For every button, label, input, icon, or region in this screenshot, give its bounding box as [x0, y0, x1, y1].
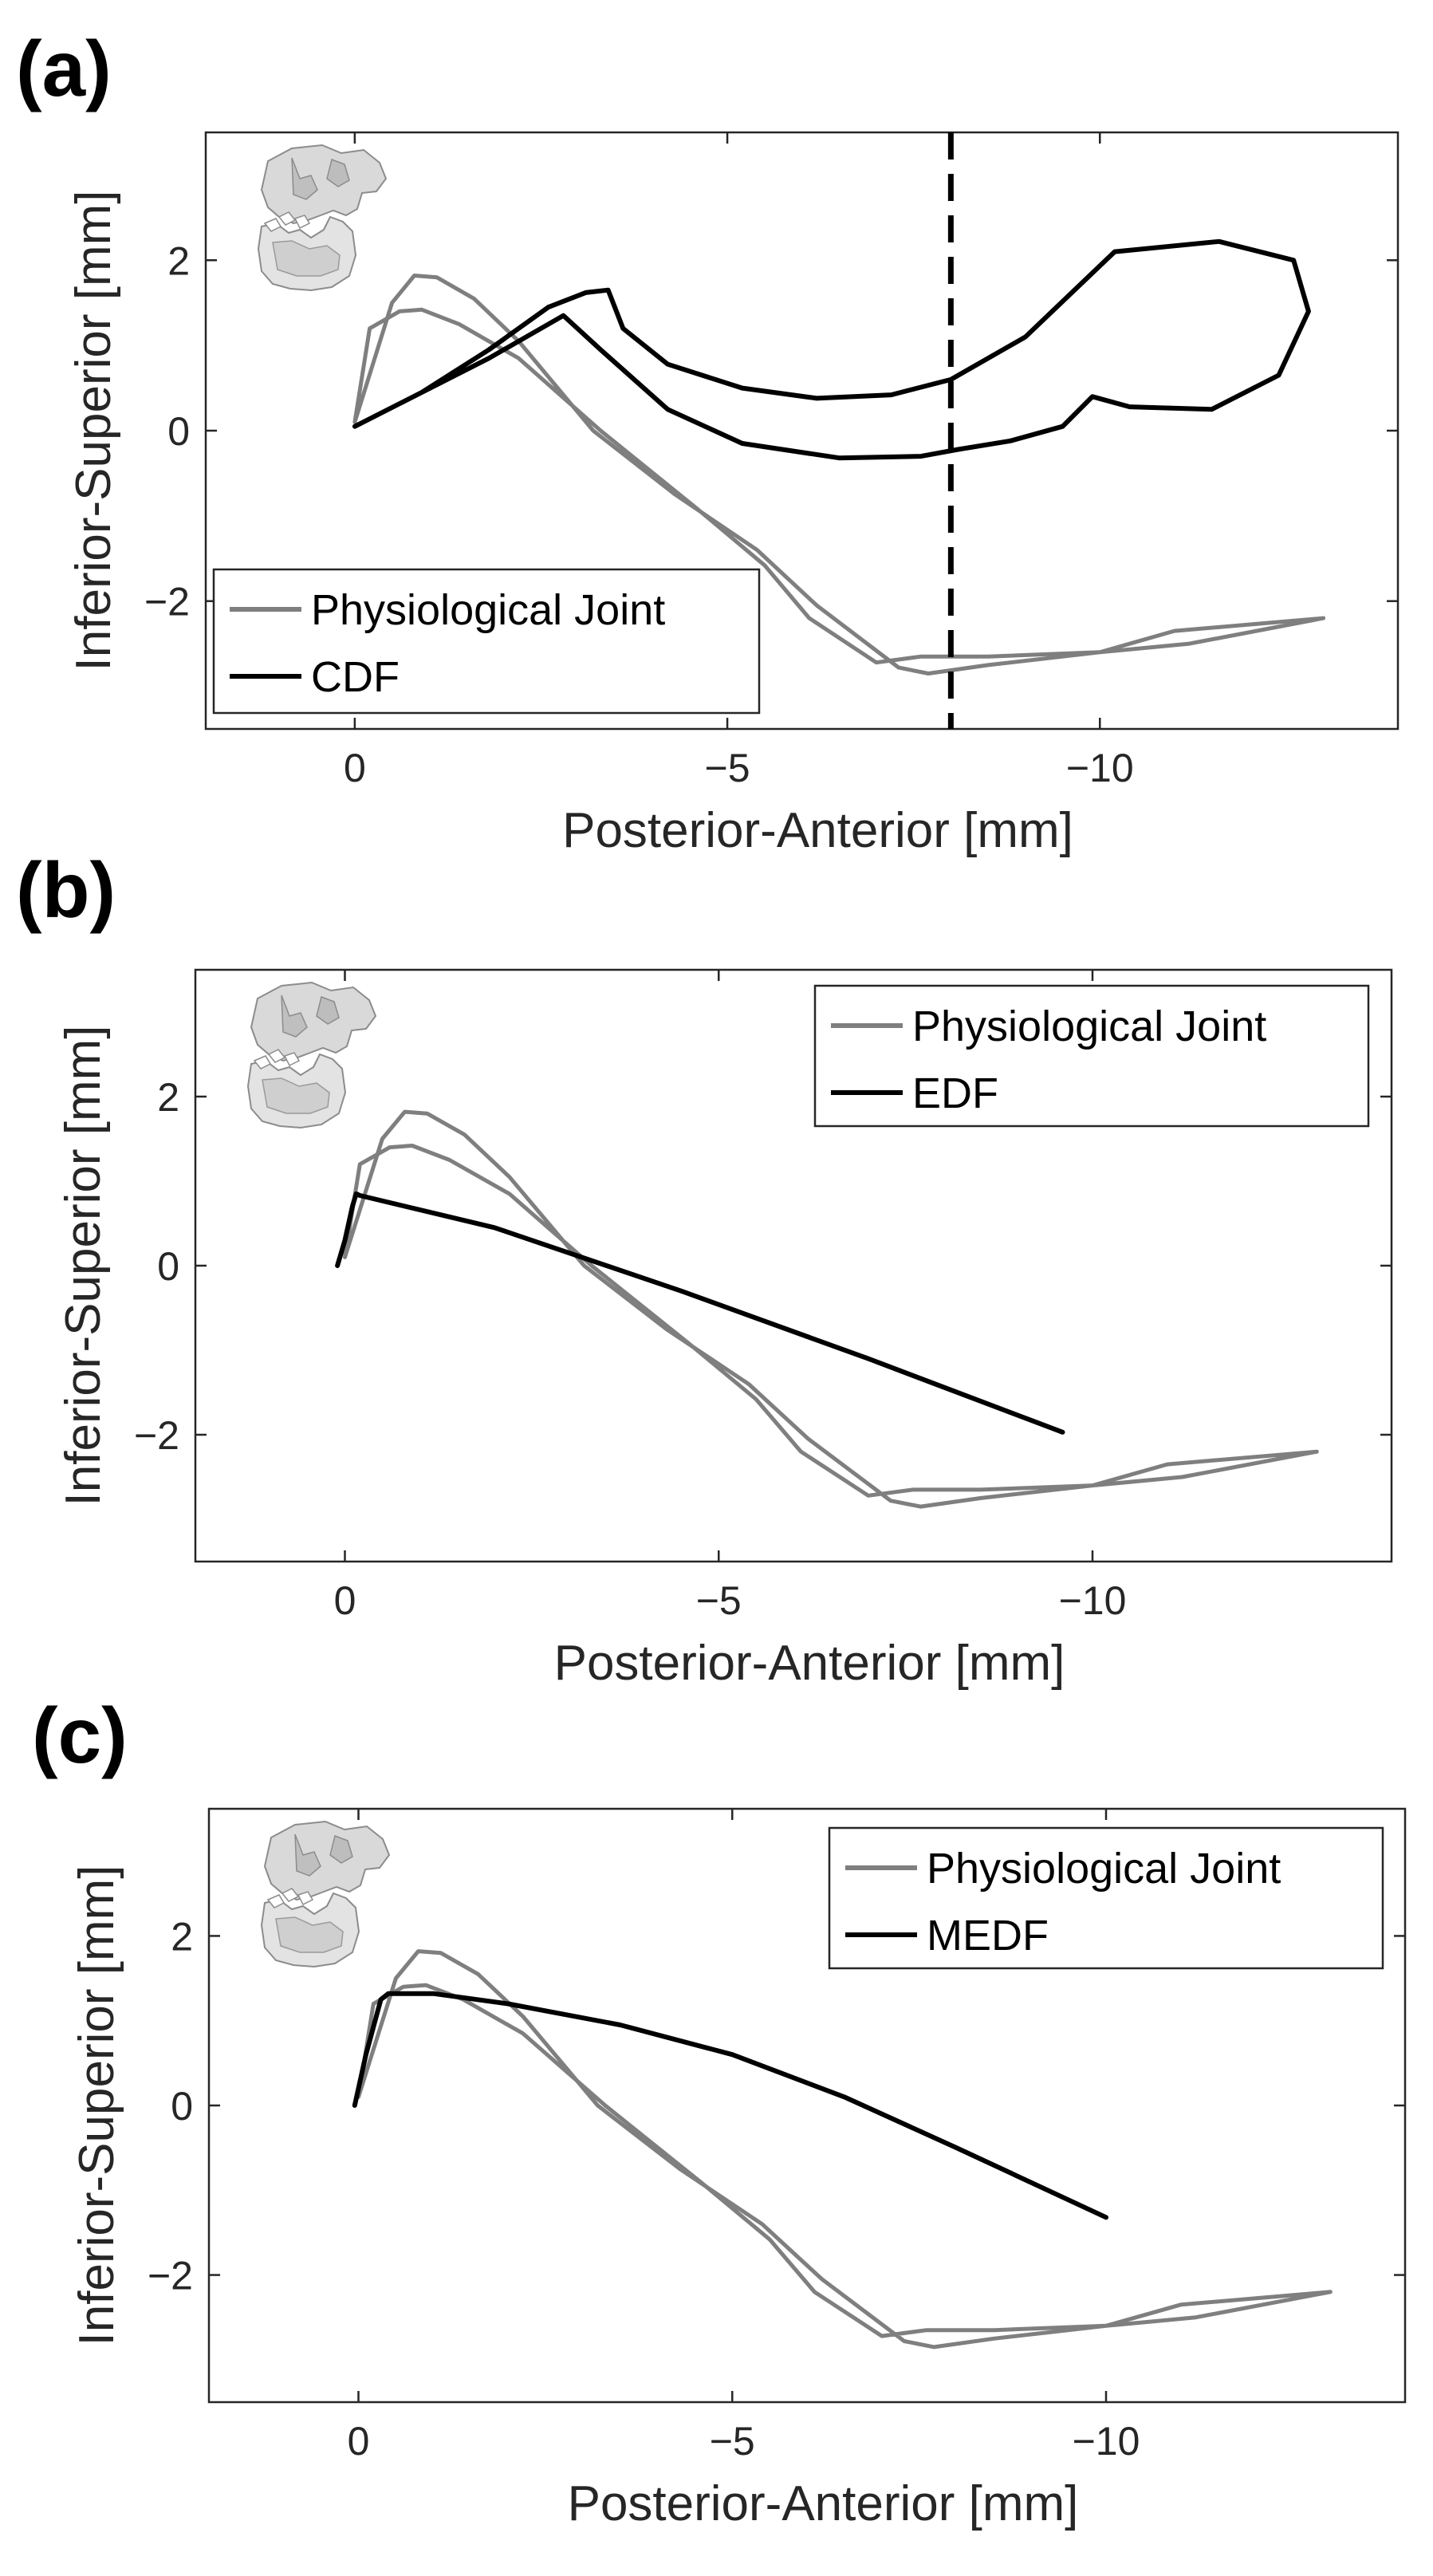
x-tick-label: 0: [334, 1578, 356, 1623]
legend-label: Physiological Joint: [912, 1002, 1266, 1050]
x-tick-label: −10: [1073, 2419, 1140, 2464]
y-tick-label: 2: [171, 1914, 193, 1959]
series-line-physiological-joint: [356, 1949, 1333, 2350]
y-tick-label: −2: [134, 1413, 179, 1458]
y-axis-label: Inferior-Superior [mm]: [66, 191, 121, 672]
x-tick-label: 0: [344, 746, 366, 790]
x-tick-label: 0: [348, 2419, 370, 2464]
x-tick-label: −10: [1059, 1578, 1127, 1623]
legend-label: CDF: [311, 653, 400, 701]
panel-label: (b): [16, 846, 116, 934]
x-axis-label: Posterior-Anterior [mm]: [568, 2476, 1079, 2531]
legend: Physiological Joint MEDF: [828, 1826, 1384, 1970]
y-axis-label: Inferior-Superior [mm]: [56, 1026, 111, 1507]
x-axis-label: Posterior-Anterior [mm]: [554, 1636, 1065, 1691]
panel-label: (c): [32, 1692, 128, 1779]
y-tick-label: 2: [157, 1075, 179, 1120]
legend-label: Physiological Joint: [311, 586, 665, 634]
skull-jaw-icon: [261, 1821, 390, 1967]
legend-label: Physiological Joint: [927, 1845, 1281, 1893]
y-tick-label: 0: [171, 2084, 193, 2129]
legend-box: [828, 1826, 1384, 1970]
series-line-physiological-joint: [343, 1109, 1319, 1509]
series-line-edf: [335, 1191, 1065, 1435]
legend: Physiological Joint CDF: [212, 568, 761, 715]
panel-b: (b) 0 −5 −10 2 0 −2 Posterior-Anterior [mm] Infe…: [16, 846, 1393, 1691]
x-tick-label: −5: [705, 746, 750, 790]
y-tick-label: 0: [157, 1244, 179, 1289]
y-tick-label: 0: [167, 409, 190, 454]
panel-c: (c) 0 −5 −10 2 0 −2 Posterior-Anterior [mm] Infe…: [32, 1692, 1407, 2531]
x-tick-label: −10: [1066, 746, 1134, 790]
x-tick-label: −5: [696, 1578, 742, 1623]
legend-box: [813, 984, 1370, 1128]
legend: Physiological Joint EDF: [813, 984, 1370, 1128]
y-tick-label: −2: [144, 580, 190, 624]
y-axis-label: Inferior-Superior [mm]: [69, 1865, 124, 2346]
skull-jaw-icon: [258, 144, 387, 291]
legend-label: EDF: [912, 1069, 998, 1117]
legend-label: MEDF: [927, 1912, 1049, 1960]
panel-a: (a) 0 −5 −10 2 0 −2 Posterior-Anterior [mm] Infe…: [16, 25, 1400, 858]
series-line-medf: [352, 1991, 1108, 2220]
y-tick-label: 2: [167, 238, 190, 283]
x-tick-label: −5: [710, 2419, 755, 2464]
y-tick-label: −2: [148, 2254, 193, 2298]
legend-box: [212, 568, 761, 715]
x-axis-label: Posterior-Anterior [mm]: [562, 803, 1073, 858]
series-line-cdf: [352, 238, 1311, 461]
panel-label: (a): [16, 25, 112, 112]
skull-jaw-icon: [247, 982, 376, 1128]
